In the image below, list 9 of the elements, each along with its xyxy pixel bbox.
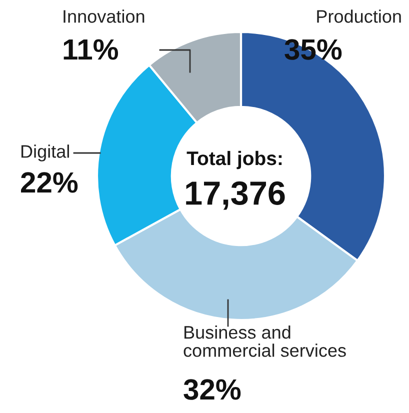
text: 17,376 [186, 181, 285, 210]
text: Total jobs: [186, 150, 282, 170]
data-label: 22% [21, 172, 78, 193]
slice-label: Production [317, 10, 401, 23]
slice-label: Innovation [64, 10, 144, 23]
data-label: 32% [184, 379, 241, 400]
data-label: 11% [64, 39, 118, 60]
slice-label: Business and commercial services [184, 326, 346, 357]
slice-label: Digital [21, 144, 69, 162]
